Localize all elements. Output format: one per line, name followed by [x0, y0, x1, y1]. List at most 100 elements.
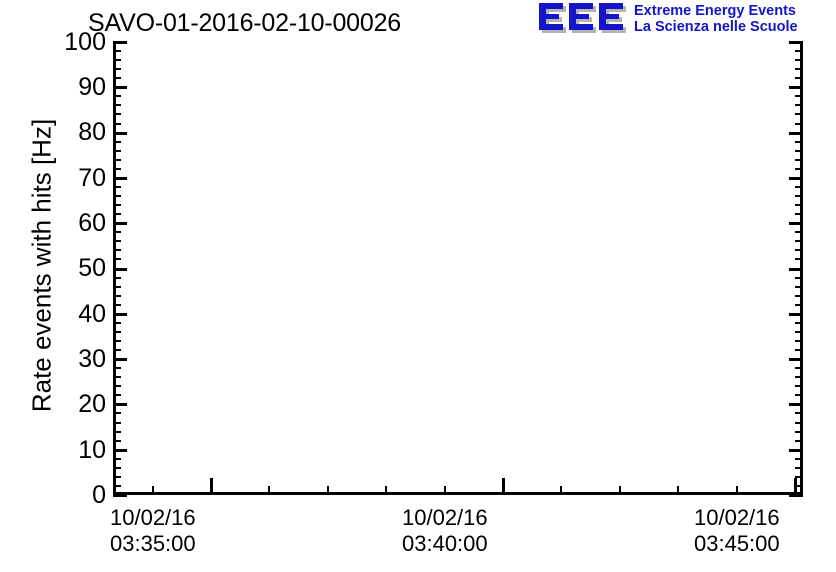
y-tick-right-minor	[795, 484, 803, 487]
y-tick-right-minor	[795, 249, 803, 252]
y-tick-right-minor	[795, 185, 803, 188]
y-tick-minor	[113, 68, 121, 71]
y-tick-minor	[113, 113, 121, 116]
y-tick-right-major	[789, 131, 803, 135]
y-tick-right-minor	[795, 276, 803, 279]
y-tick-label-0: 0	[92, 481, 106, 509]
y-tick-right-major	[789, 267, 803, 271]
y-tick-major	[113, 448, 127, 452]
y-tick-right-minor	[795, 213, 803, 216]
y-tick-minor	[113, 385, 121, 388]
y-tick-right-major	[789, 403, 803, 407]
y-tick-right-minor	[795, 59, 803, 62]
y-tick-major	[113, 312, 127, 316]
y-tick-minor	[113, 430, 121, 433]
y-tick-right-minor	[795, 140, 803, 143]
x-tick-time: 03:35:00	[110, 531, 196, 556]
y-tick-right-minor	[795, 50, 803, 53]
y-tick-label-40: 40	[78, 300, 106, 328]
x-tick-major	[794, 478, 797, 495]
x-tick-minor	[560, 486, 562, 495]
y-tick-minor	[113, 321, 121, 324]
y-tick-right-minor	[795, 68, 803, 71]
y-tick-minor	[113, 457, 121, 460]
y-tick-minor	[113, 330, 121, 333]
y-tick-minor	[113, 249, 121, 252]
x-tick-minor	[268, 486, 270, 495]
y-tick-right-major	[789, 312, 803, 316]
x-tick-minor	[677, 486, 679, 495]
y-tick-right-minor	[795, 195, 803, 198]
y-tick-right-minor	[795, 113, 803, 116]
y-tick-major	[113, 267, 127, 271]
x-tick-time: 03:40:00	[402, 531, 488, 556]
y-tick-minor	[113, 104, 121, 107]
y-tick-minor	[113, 412, 121, 415]
y-tick-label-90: 90	[78, 73, 106, 101]
y-tick-right-minor	[795, 330, 803, 333]
y-tick-major	[113, 41, 127, 44]
plot-frame	[113, 42, 803, 495]
y-tick-right-minor	[795, 430, 803, 433]
x-tick-major	[210, 478, 213, 495]
y-tick-minor	[113, 285, 121, 288]
y-tick-right-major	[789, 222, 803, 226]
y-tick-right-minor	[795, 77, 803, 80]
y-tick-minor	[113, 421, 121, 424]
y-tick-right-minor	[795, 204, 803, 207]
y-tick-minor	[113, 149, 121, 152]
x-tick-minor	[619, 486, 621, 495]
x-tick-minor	[152, 486, 154, 495]
y-tick-right-major	[789, 86, 803, 90]
y-tick-right-minor	[795, 412, 803, 415]
y-tick-minor	[113, 77, 121, 80]
y-tick-major	[113, 403, 127, 407]
y-tick-minor	[113, 59, 121, 62]
y-tick-major	[113, 86, 127, 90]
y-tick-label-60: 60	[78, 209, 106, 237]
y-tick-label-10: 10	[78, 436, 106, 464]
x-tick-time: 03:45:00	[694, 531, 780, 556]
y-tick-minor	[113, 466, 121, 469]
y-tick-right-minor	[795, 149, 803, 152]
y-tick-minor	[113, 367, 121, 370]
y-tick-label-80: 80	[78, 118, 106, 146]
x-tick-minor	[327, 486, 329, 495]
y-tick-minor	[113, 195, 121, 198]
y-tick-right-minor	[795, 457, 803, 460]
y-tick-right-minor	[795, 95, 803, 98]
y-tick-right-minor	[795, 439, 803, 442]
y-tick-right-minor	[795, 475, 803, 478]
y-tick-minor	[113, 475, 121, 478]
y-tick-right-minor	[795, 167, 803, 170]
x-tick-minor	[444, 486, 446, 495]
y-tick-minor	[113, 339, 121, 342]
y-tick-minor	[113, 185, 121, 188]
y-tick-right-minor	[795, 321, 803, 324]
eee-logo-line1: Extreme Energy Events	[634, 3, 796, 19]
y-tick-right-minor	[795, 303, 803, 306]
y-tick-right-major	[789, 494, 803, 497]
eee-logo: Extreme Energy Events La Scienza nelle S…	[536, 2, 834, 38]
y-tick-major	[113, 494, 127, 497]
y-tick-right-minor	[795, 158, 803, 161]
y-tick-minor	[113, 349, 121, 352]
y-tick-minor	[113, 240, 121, 243]
y-tick-right-minor	[795, 349, 803, 352]
y-tick-right-minor	[795, 339, 803, 342]
y-tick-minor	[113, 204, 121, 207]
y-tick-minor	[113, 258, 121, 261]
y-tick-right-major	[789, 176, 803, 180]
x-tick-label-0340: 10/02/16 03:40:00	[402, 505, 488, 557]
y-tick-minor	[113, 231, 121, 234]
y-tick-major	[113, 358, 127, 362]
chart-title: SAVO-01-2016-02-10-00026	[88, 9, 401, 37]
y-tick-minor	[113, 376, 121, 379]
y-tick-major	[113, 131, 127, 135]
x-tick-label-0345: 10/02/16 03:45:00	[694, 505, 780, 557]
x-tick-major	[502, 478, 505, 495]
y-tick-right-minor	[795, 122, 803, 125]
y-tick-minor	[113, 439, 121, 442]
y-tick-minor	[113, 303, 121, 306]
